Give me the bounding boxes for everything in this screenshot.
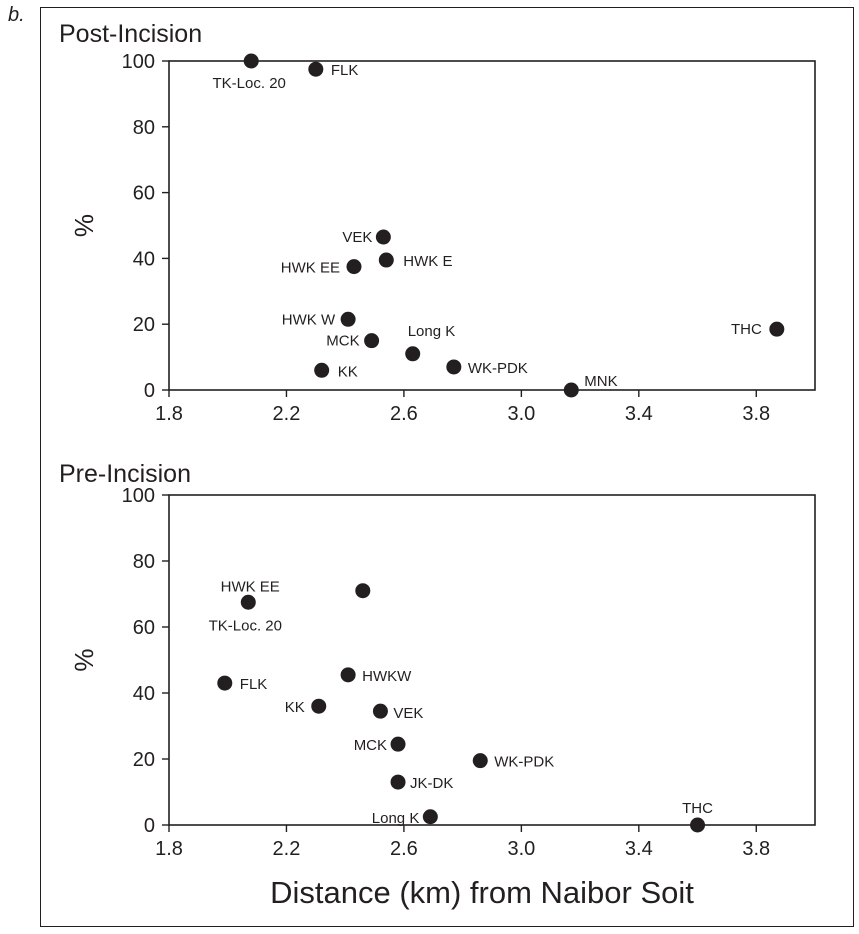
data-point-pre-incision <box>240 594 256 610</box>
x-tick-label: 3.8 <box>742 838 770 860</box>
x-tick-label: 2.6 <box>390 838 418 860</box>
y-tick-label: 60 <box>133 617 155 639</box>
x-tick-label: 2.6 <box>390 403 418 425</box>
data-point-post-incision <box>243 53 259 69</box>
data-label-post-incision: VEK <box>342 229 372 246</box>
y-tick-label: 0 <box>144 815 155 837</box>
data-point-post-incision <box>446 359 462 375</box>
y-tick-label: 100 <box>122 51 155 73</box>
x-tick-label: 3.0 <box>507 403 535 425</box>
data-point-post-incision <box>364 333 380 349</box>
x-tick-label: 3.4 <box>625 403 653 425</box>
data-point-pre-incision <box>390 736 406 752</box>
data-label-pre-incision: MCK <box>354 737 387 754</box>
x-tick-label: 1.8 <box>155 838 183 860</box>
x-tick-label: 1.8 <box>155 403 183 425</box>
x-tick-label: 3.4 <box>625 838 653 860</box>
panel-title-pre-incision: Pre-Incision <box>59 460 191 488</box>
y-tick-label: 80 <box>133 117 155 139</box>
data-label-pre-incision: FLK <box>240 676 268 693</box>
x-tick-label: 3.0 <box>507 838 535 860</box>
x-tick-label: 2.2 <box>273 403 301 425</box>
data-point-post-incision <box>314 362 330 378</box>
data-label-post-incision: FLK <box>331 62 359 79</box>
y-axis-label-pre-incision: % <box>69 648 99 671</box>
data-label-post-incision: HWK W <box>282 311 336 328</box>
data-point-post-incision <box>346 259 362 275</box>
data-point-pre-incision <box>340 667 356 683</box>
y-tick-label: 20 <box>133 314 155 336</box>
y-axis-label-post-incision: % <box>69 214 99 237</box>
data-point-pre-incision <box>472 753 488 769</box>
plot-area-pre-incision <box>168 494 816 826</box>
panel-letter: b. <box>8 4 25 26</box>
data-point-pre-incision <box>217 675 233 691</box>
data-label-post-incision: Long K <box>408 323 456 340</box>
data-label-post-incision: MNK <box>584 373 617 390</box>
data-point-post-incision <box>405 346 421 362</box>
data-label-pre-incision: THC <box>682 800 713 817</box>
data-point-post-incision <box>769 321 785 337</box>
data-label-pre-incision: Long K <box>372 810 420 827</box>
data-label-pre-incision: JK-DK <box>410 775 453 792</box>
data-label-pre-incision: KK <box>285 699 305 716</box>
plot-area-post-incision <box>168 60 816 391</box>
data-point-post-incision <box>308 61 324 77</box>
data-label-pre-incision: WK-PDK <box>494 754 554 771</box>
data-point-pre-incision <box>390 774 406 790</box>
panel-title-post-incision: Post-Incision <box>59 20 202 48</box>
figure-frame <box>40 7 854 927</box>
data-label-post-incision: THC <box>731 321 762 338</box>
y-tick-label: 60 <box>133 183 155 205</box>
data-point-post-incision <box>563 382 579 398</box>
data-point-post-incision <box>340 311 356 327</box>
data-label-pre-incision: HWKW <box>362 668 412 685</box>
y-tick-label: 100 <box>122 485 155 507</box>
data-point-post-incision <box>375 229 391 245</box>
data-label-post-incision: KK <box>338 363 358 380</box>
data-point-pre-incision <box>690 817 706 833</box>
data-point-post-incision <box>378 252 394 268</box>
data-label-pre-incision: TK-Loc. 20 <box>209 617 282 634</box>
data-label-pre-incision: VEK <box>393 705 423 722</box>
y-tick-label: 80 <box>133 551 155 573</box>
x-axis-label: Distance (km) from Naibor Soit <box>270 875 694 910</box>
data-label-pre-incision: HWK EE <box>221 579 280 596</box>
data-label-post-incision: WK-PDK <box>468 360 528 377</box>
x-tick-label: 2.2 <box>273 838 301 860</box>
y-tick-label: 20 <box>133 749 155 771</box>
y-tick-label: 40 <box>133 683 155 705</box>
data-label-post-incision: HWK E <box>403 253 452 270</box>
data-point-pre-incision <box>311 698 327 714</box>
data-point-pre-incision <box>422 809 438 825</box>
data-label-post-incision: HWK EE <box>281 260 340 277</box>
data-label-post-incision: MCK <box>326 333 359 350</box>
data-point-pre-incision <box>372 703 388 719</box>
x-tick-label: 3.8 <box>742 403 770 425</box>
y-tick-label: 0 <box>144 380 155 402</box>
y-tick-label: 40 <box>133 248 155 270</box>
data-label-post-incision: TK-Loc. 20 <box>213 75 286 92</box>
data-point-pre-incision <box>355 583 371 599</box>
